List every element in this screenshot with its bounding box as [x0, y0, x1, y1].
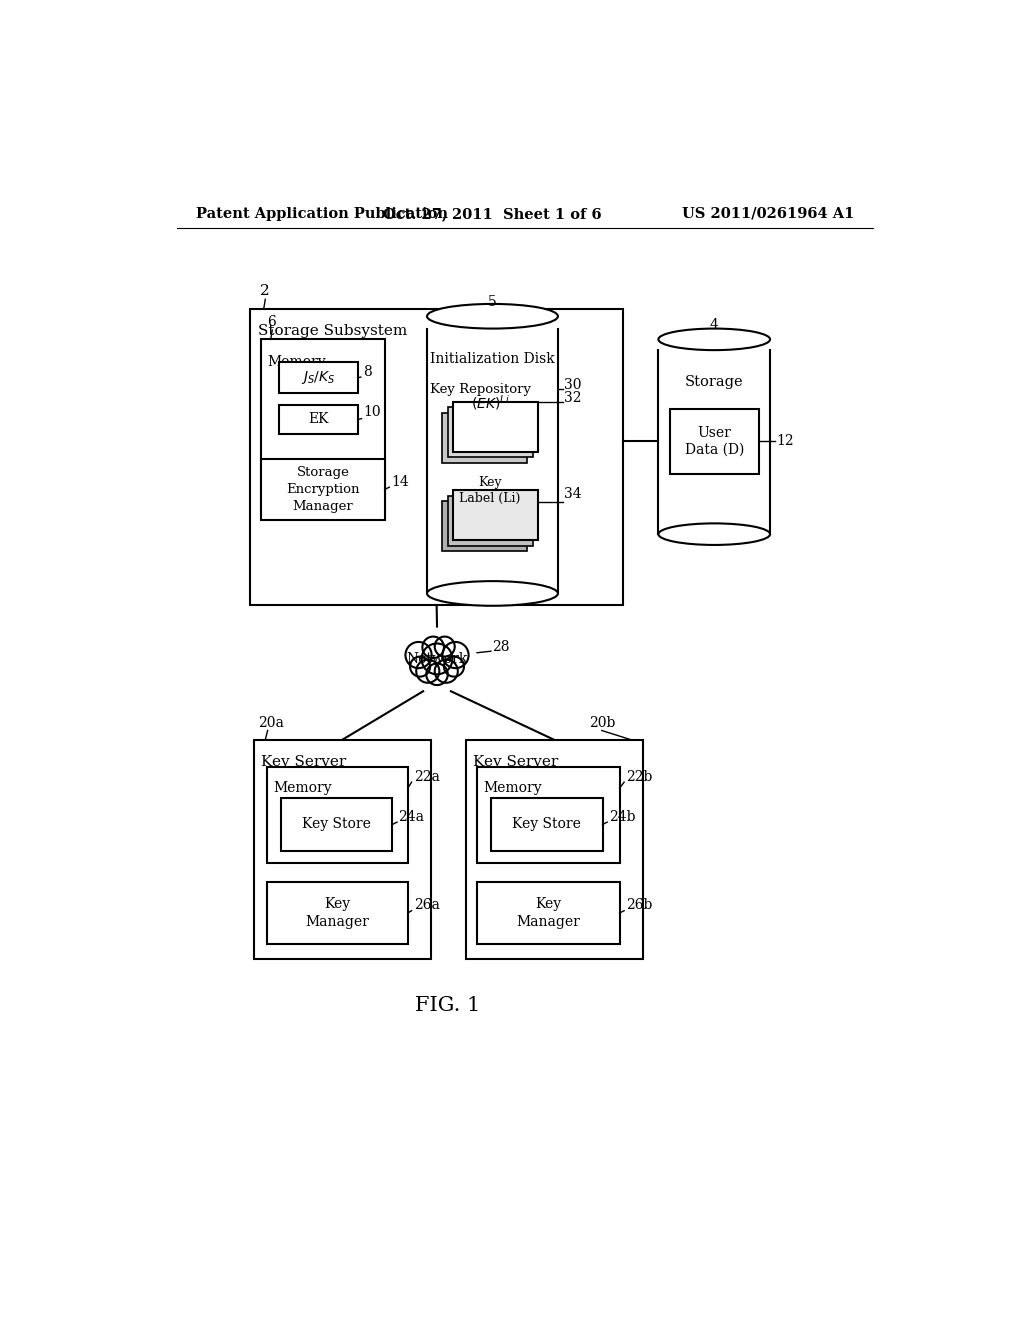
- Bar: [280, 363, 357, 393]
- Bar: [267, 767, 408, 863]
- Bar: [670, 409, 759, 474]
- Text: Key
Manager: Key Manager: [516, 898, 581, 929]
- Circle shape: [422, 644, 453, 675]
- Circle shape: [410, 656, 430, 677]
- Text: 12: 12: [776, 434, 794, 449]
- Bar: [442, 502, 527, 552]
- Circle shape: [444, 656, 464, 677]
- Circle shape: [435, 636, 455, 656]
- Ellipse shape: [658, 524, 770, 545]
- Text: Oct. 27, 2011  Sheet 1 of 6: Oct. 27, 2011 Sheet 1 of 6: [383, 207, 602, 220]
- Text: 24b: 24b: [608, 809, 635, 824]
- Text: Memory: Memory: [267, 355, 327, 368]
- Circle shape: [406, 642, 432, 668]
- Bar: [261, 459, 385, 520]
- Ellipse shape: [658, 329, 770, 350]
- Text: Key Server: Key Server: [473, 755, 558, 770]
- Text: Memory: Memory: [483, 780, 542, 795]
- Text: 8: 8: [364, 364, 372, 379]
- Bar: [250, 309, 624, 605]
- Bar: [454, 490, 538, 540]
- Ellipse shape: [427, 304, 558, 329]
- Bar: [490, 797, 602, 851]
- Text: Patent Application Publication: Patent Application Publication: [196, 207, 449, 220]
- Text: Key Repository: Key Repository: [430, 383, 531, 396]
- Bar: [477, 882, 620, 944]
- Text: 30: 30: [564, 379, 582, 392]
- Bar: [454, 490, 538, 540]
- Bar: [447, 407, 532, 457]
- Text: Memory: Memory: [273, 780, 332, 795]
- Text: 14: 14: [391, 475, 409, 488]
- Circle shape: [426, 664, 447, 685]
- Text: Network: Network: [407, 652, 468, 665]
- Circle shape: [442, 642, 469, 668]
- Text: FIG. 1: FIG. 1: [415, 995, 480, 1015]
- Bar: [442, 413, 527, 462]
- Text: 2: 2: [260, 285, 269, 298]
- Text: 32: 32: [564, 391, 582, 405]
- Text: 24a: 24a: [398, 809, 425, 824]
- Circle shape: [435, 660, 458, 682]
- Text: Key Store: Key Store: [302, 817, 371, 832]
- Text: Key Store: Key Store: [512, 817, 582, 832]
- Text: 4: 4: [710, 318, 719, 333]
- Bar: [261, 339, 385, 512]
- Text: Storage Subsystem: Storage Subsystem: [258, 323, 407, 338]
- Text: US 2011/0261964 A1: US 2011/0261964 A1: [682, 207, 854, 220]
- Text: 22b: 22b: [626, 770, 652, 784]
- Bar: [454, 401, 538, 451]
- Text: 22a: 22a: [414, 770, 439, 784]
- Text: Key
Label (Li): Key Label (Li): [460, 477, 521, 506]
- Text: Key
Manager: Key Manager: [305, 898, 370, 929]
- Circle shape: [416, 660, 439, 682]
- Text: 34: 34: [564, 487, 582, 502]
- Text: 20a: 20a: [258, 715, 284, 730]
- Text: $(EK)^{Li}$: $(EK)^{Li}$: [471, 392, 510, 412]
- Text: Storage: Storage: [685, 375, 743, 388]
- Text: 26a: 26a: [414, 898, 439, 912]
- Text: 20b: 20b: [589, 715, 615, 730]
- Circle shape: [422, 636, 444, 659]
- Text: 5: 5: [488, 296, 497, 309]
- Text: Key Server: Key Server: [261, 755, 347, 770]
- Text: 10: 10: [364, 405, 381, 418]
- Text: 6: 6: [267, 315, 276, 329]
- Bar: [267, 882, 408, 944]
- Bar: [477, 767, 620, 863]
- Ellipse shape: [427, 581, 558, 606]
- Text: 28: 28: [493, 640, 510, 655]
- Text: EK: EK: [308, 412, 329, 426]
- Text: User
Data (D): User Data (D): [684, 426, 743, 457]
- Text: $J_S/K_S$: $J_S/K_S$: [301, 370, 336, 387]
- Bar: [281, 797, 392, 851]
- Bar: [466, 739, 643, 960]
- Bar: [280, 405, 357, 434]
- Text: Initialization Disk: Initialization Disk: [430, 351, 555, 366]
- Text: 26b: 26b: [626, 898, 652, 912]
- Bar: [254, 739, 431, 960]
- Bar: [454, 401, 538, 451]
- Bar: [447, 496, 532, 545]
- Text: Storage
Encryption
Manager: Storage Encryption Manager: [287, 466, 359, 513]
